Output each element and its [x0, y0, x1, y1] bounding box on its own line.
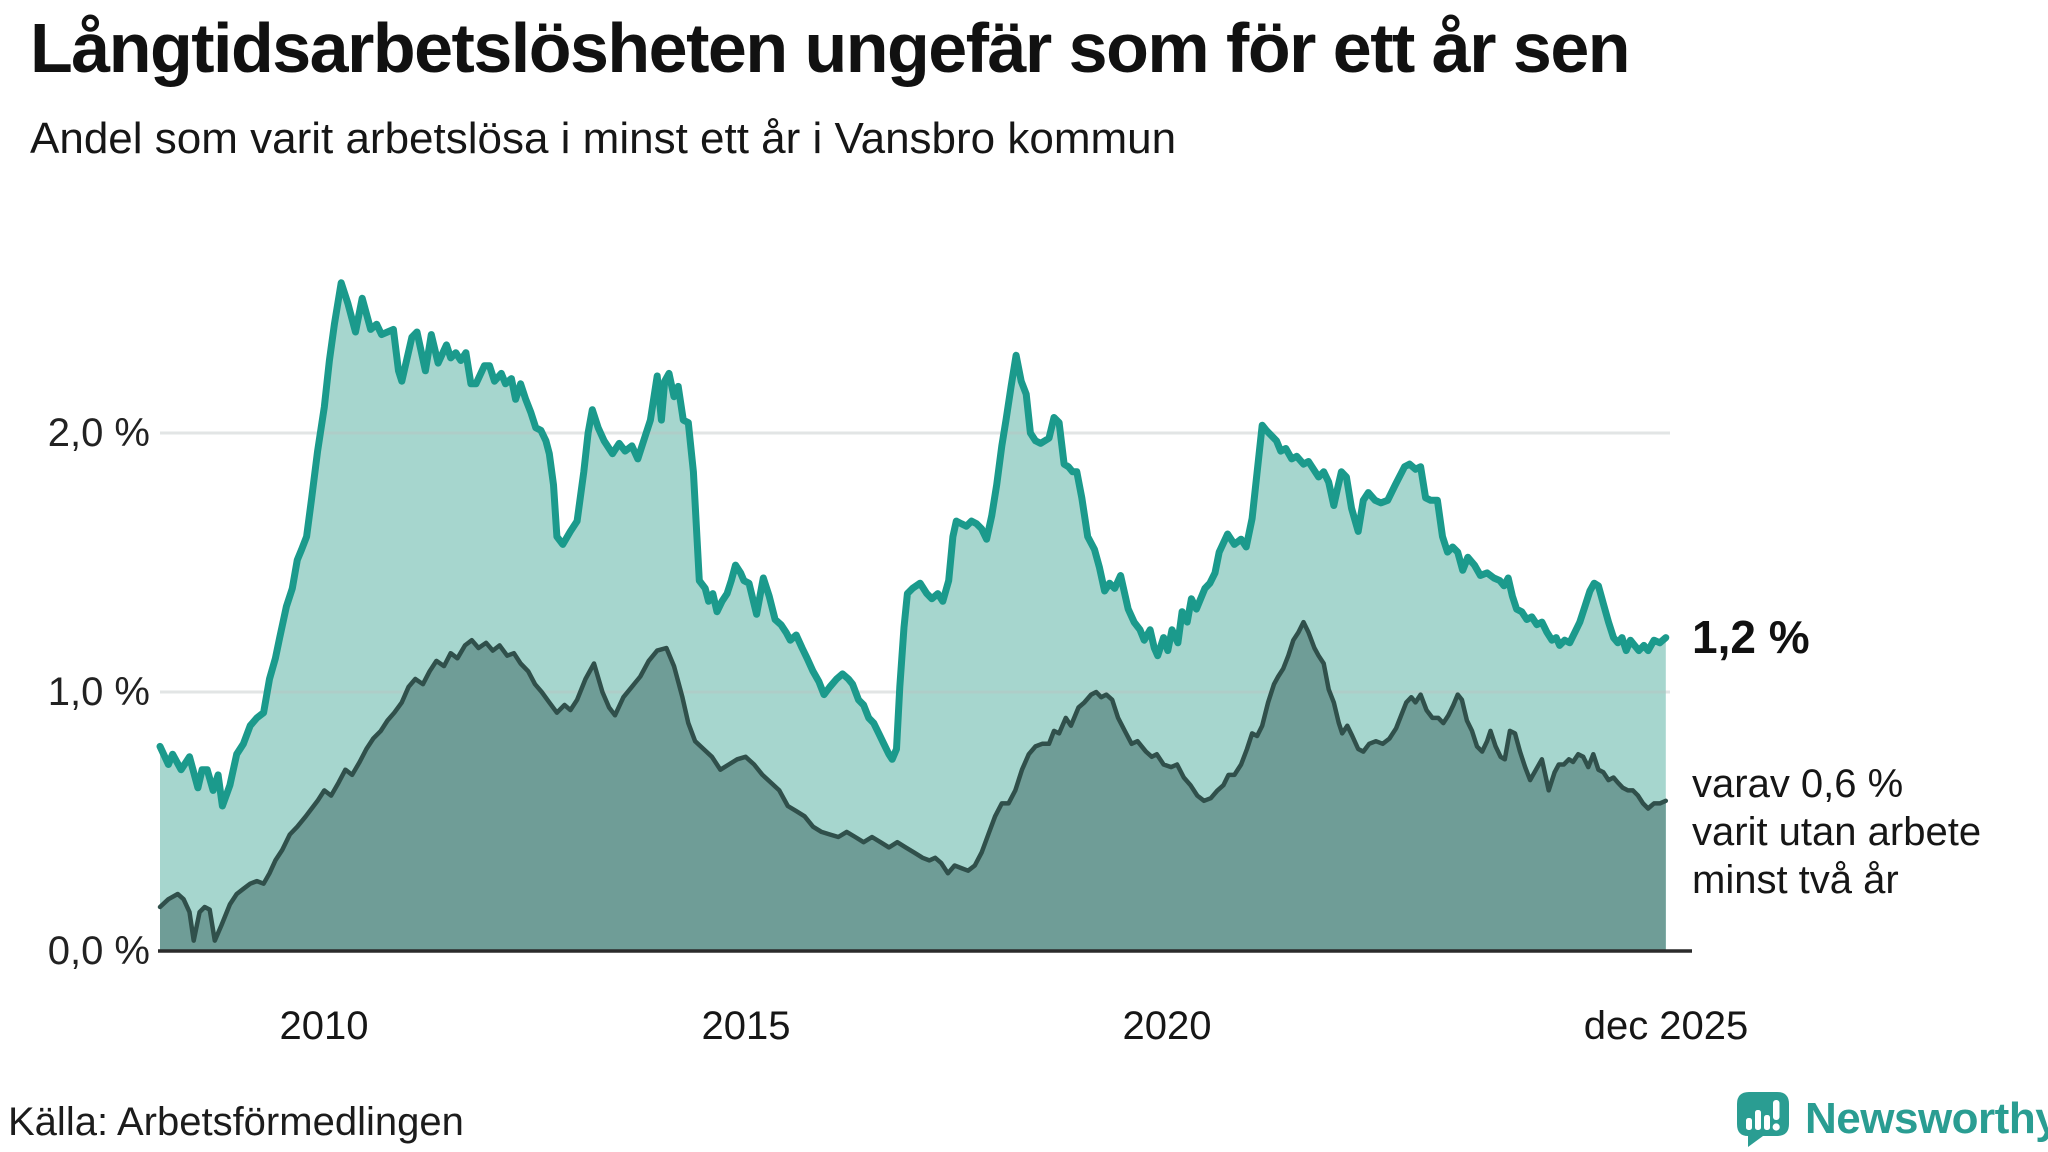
series-2-annotation: varav 0,6 % varit utan arbete minst två …: [1692, 760, 1981, 904]
x-tick-2010: 2010: [279, 1004, 369, 1048]
source-note: Källa: Arbetsförmedlingen: [8, 1100, 464, 1144]
newsworthy-logo-text: Newsworthy: [1805, 1094, 2048, 1143]
series-1-end-value-label: 1,2 %: [1692, 611, 1810, 663]
y-tick-2: 2,0 %: [47, 411, 150, 455]
annotation-line-1: varav 0,6 %: [1692, 762, 1904, 806]
x-tick-2015: 2015: [701, 1004, 791, 1048]
x-tick-2020: 2020: [1122, 1004, 1212, 1048]
series-2-year-area: [160, 622, 1666, 951]
y-tick-0: 0,0 %: [47, 929, 150, 973]
series-2-year-line: [157, 619, 1669, 943]
annotation-line-3: minst två år: [1692, 858, 1899, 902]
chart-title: Långtidsarbetslösheten ungefär som för e…: [30, 9, 1631, 87]
newsworthy-logo-icon: [1737, 1092, 1789, 1147]
y-tick-1: 1,0 %: [47, 670, 150, 714]
chart-subtitle: Andel som varit arbetslösa i minst ett å…: [30, 114, 1177, 163]
newsworthy-logo: Newsworthy: [1735, 1090, 2048, 1148]
series-1-year-line: [156, 279, 1670, 810]
annotation-line-2: varit utan arbete: [1692, 810, 1982, 854]
x-tick-dec-2025: dec 2025: [1583, 1004, 1749, 1048]
